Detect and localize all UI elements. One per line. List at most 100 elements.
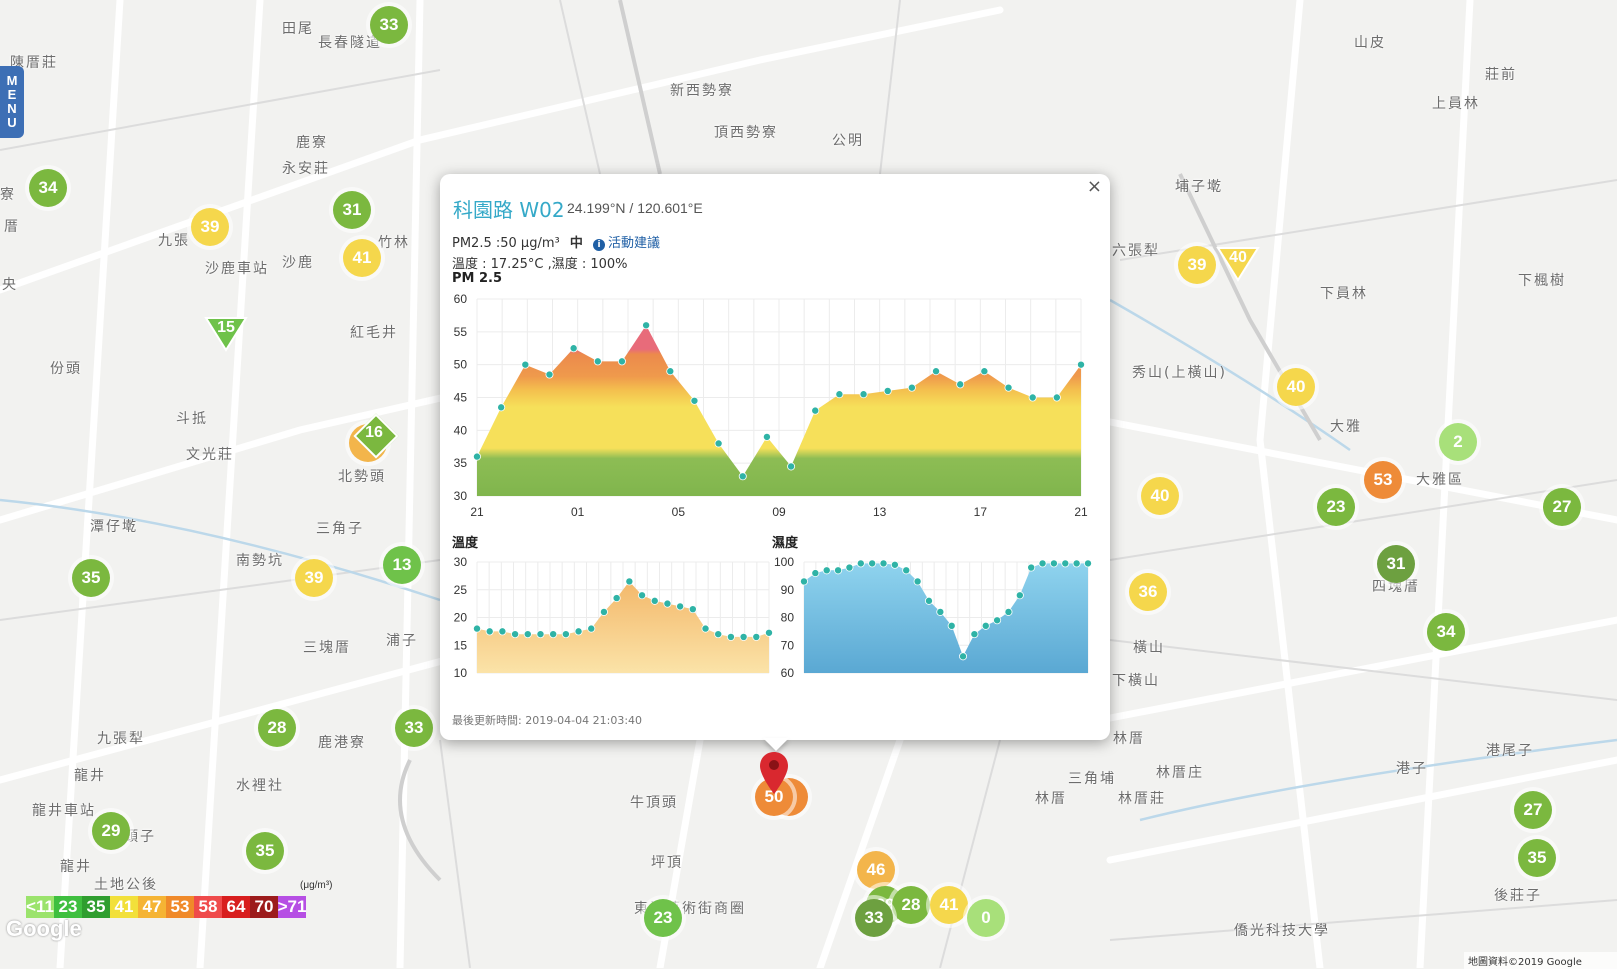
- data-point[interactable]: [663, 599, 672, 608]
- data-point[interactable]: [1015, 591, 1024, 600]
- data-point[interactable]: [1027, 563, 1036, 572]
- data-point[interactable]: [822, 566, 831, 575]
- data-point[interactable]: [498, 627, 507, 636]
- station-marker[interactable]: 40: [1141, 477, 1179, 515]
- station-marker[interactable]: 33: [395, 709, 433, 747]
- station-marker[interactable]: 34: [29, 169, 67, 207]
- data-point[interactable]: [800, 577, 809, 586]
- data-point[interactable]: [638, 591, 647, 600]
- data-point[interactable]: [956, 380, 965, 389]
- data-point[interactable]: [762, 432, 771, 441]
- activity-advice-link[interactable]: i 活動建議: [593, 236, 660, 251]
- data-point[interactable]: [1052, 393, 1061, 402]
- data-point[interactable]: [1083, 559, 1092, 568]
- data-point[interactable]: [868, 559, 877, 568]
- data-point[interactable]: [536, 630, 545, 639]
- data-point[interactable]: [1028, 393, 1037, 402]
- data-point[interactable]: [473, 452, 482, 461]
- station-marker[interactable]: 27: [1514, 791, 1552, 829]
- station-marker[interactable]: 28: [892, 886, 930, 924]
- location-pin-icon[interactable]: [760, 752, 788, 794]
- data-point[interactable]: [845, 563, 854, 572]
- station-marker[interactable]: 41: [930, 886, 968, 924]
- data-point[interactable]: [617, 357, 626, 366]
- data-point[interactable]: [612, 594, 621, 603]
- station-marker-diamond[interactable]: 16: [353, 413, 399, 459]
- data-point[interactable]: [587, 624, 596, 633]
- data-point[interactable]: [569, 344, 578, 353]
- data-point[interactable]: [545, 370, 554, 379]
- data-point[interactable]: [947, 621, 956, 630]
- data-point[interactable]: [811, 406, 820, 415]
- data-point[interactable]: [834, 566, 843, 575]
- data-point[interactable]: [936, 607, 945, 616]
- station-marker[interactable]: 0: [967, 899, 1005, 937]
- data-point[interactable]: [688, 605, 697, 614]
- data-point[interactable]: [835, 390, 844, 399]
- data-point[interactable]: [497, 403, 506, 412]
- data-point[interactable]: [913, 577, 922, 586]
- station-marker[interactable]: 33: [855, 899, 893, 937]
- data-point[interactable]: [787, 462, 796, 471]
- data-point[interactable]: [883, 386, 892, 395]
- data-point[interactable]: [980, 367, 989, 376]
- station-marker[interactable]: 35: [72, 559, 110, 597]
- data-point[interactable]: [650, 596, 659, 605]
- data-point[interactable]: [726, 632, 735, 641]
- data-point[interactable]: [574, 627, 583, 636]
- station-marker[interactable]: 35: [246, 832, 284, 870]
- data-point[interactable]: [1077, 360, 1086, 369]
- station-marker[interactable]: 41: [343, 239, 381, 277]
- data-point[interactable]: [924, 596, 933, 605]
- data-point[interactable]: [561, 630, 570, 639]
- data-point[interactable]: [701, 624, 710, 633]
- station-marker[interactable]: 53: [1364, 461, 1402, 499]
- data-point[interactable]: [676, 602, 685, 611]
- station-marker-triangle[interactable]: 15: [204, 316, 248, 352]
- station-marker[interactable]: 34: [1427, 613, 1465, 651]
- data-point[interactable]: [752, 632, 761, 641]
- data-point[interactable]: [642, 321, 651, 330]
- data-point[interactable]: [738, 472, 747, 481]
- data-point[interactable]: [1072, 559, 1081, 568]
- data-point[interactable]: [523, 630, 532, 639]
- data-point[interactable]: [993, 616, 1002, 625]
- data-point[interactable]: [856, 559, 865, 568]
- station-marker[interactable]: 29: [92, 812, 130, 850]
- data-point[interactable]: [959, 652, 968, 661]
- station-marker[interactable]: 31: [333, 191, 371, 229]
- data-point[interactable]: [1049, 559, 1058, 568]
- data-point[interactable]: [1004, 607, 1013, 616]
- data-point[interactable]: [890, 560, 899, 569]
- station-marker[interactable]: 40: [1277, 368, 1315, 406]
- data-point[interactable]: [739, 632, 748, 641]
- data-point[interactable]: [1004, 383, 1013, 392]
- data-point[interactable]: [811, 569, 820, 578]
- data-point[interactable]: [981, 621, 990, 630]
- station-marker-triangle[interactable]: 40: [1216, 246, 1260, 282]
- data-point[interactable]: [859, 390, 868, 399]
- data-point[interactable]: [473, 624, 482, 633]
- station-marker[interactable]: 13: [383, 546, 421, 584]
- data-point[interactable]: [902, 566, 911, 575]
- station-marker[interactable]: 23: [1317, 488, 1355, 526]
- data-point[interactable]: [714, 439, 723, 448]
- data-point[interactable]: [549, 630, 558, 639]
- station-marker[interactable]: 39: [295, 559, 333, 597]
- data-point[interactable]: [764, 628, 773, 637]
- data-point[interactable]: [714, 630, 723, 639]
- menu-button[interactable]: M E N U: [0, 66, 24, 138]
- data-point[interactable]: [593, 357, 602, 366]
- station-marker[interactable]: 46: [857, 851, 895, 889]
- data-point[interactable]: [970, 630, 979, 639]
- station-marker[interactable]: 36: [1129, 573, 1167, 611]
- data-point[interactable]: [625, 577, 634, 586]
- data-point[interactable]: [1061, 559, 1070, 568]
- station-marker[interactable]: 31: [1377, 545, 1415, 583]
- data-point[interactable]: [521, 360, 530, 369]
- data-point[interactable]: [511, 630, 520, 639]
- station-marker[interactable]: 2: [1439, 423, 1477, 461]
- data-point[interactable]: [907, 383, 916, 392]
- data-point[interactable]: [485, 627, 494, 636]
